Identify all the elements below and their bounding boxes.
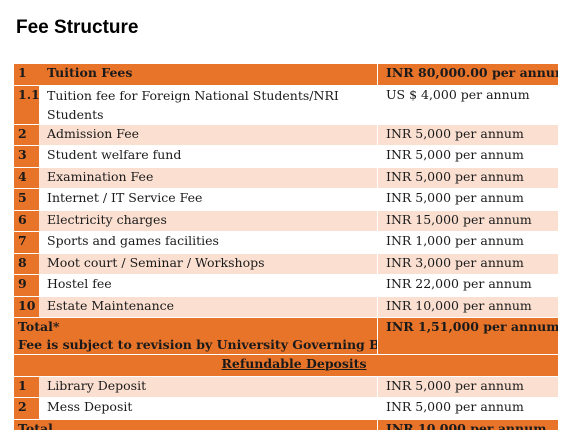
table-row: 1.1 Tuition fee for Foreign National Stu… [14,85,558,125]
fee-amount: INR 5,000 per annum [377,145,558,168]
fee-item: Sports and games facilities [39,231,378,254]
deposit-amount: INR 5,000 per annum [377,376,558,398]
fee-amount: INR 10,000 per annum [377,296,558,318]
table-row: 10 Estate Maintenance INR 10,000 per ann… [14,296,558,318]
fee-item: Examination Fee [39,167,378,189]
fee-amount: INR 1,000 per annum [377,231,558,254]
page-title: Fee Structure [16,17,139,38]
revision-note: Fee is subject to revision by University… [18,337,378,352]
row-number: 2 [14,124,39,146]
fee-table-container: 1 Tuition Fees INR 80,000.00 per annum 1… [14,64,558,430]
deposit-total-label: Total [14,419,378,430]
fee-item: Hostel fee [39,274,378,297]
table-row: 4 Examination Fee INR 5,000 per annum [14,167,558,189]
fee-amount: INR 80,000.00 per annum [377,64,558,86]
fee-amount: INR 5,000 per annum [377,188,558,211]
fee-item: Tuition fee for Foreign National Student… [39,85,378,125]
fee-amount: INR 5,000 per annum [377,167,558,189]
table-row: 7 Sports and games facilities INR 1,000 … [14,231,558,254]
row-number: 5 [14,188,39,211]
total-amount: INR 1,51,000 per annum [377,317,558,355]
fee-amount: INR 15,000 per annum [377,210,558,232]
fee-item: Tuition Fees [39,64,378,86]
fee-amount: INR 22,000 per annum [377,274,558,297]
fee-amount: US $ 4,000 per annum [377,85,558,125]
total-label: Total* [18,319,60,334]
fee-amount: INR 3,000 per annum [377,253,558,275]
table-row: 2 Admission Fee INR 5,000 per annum [14,124,558,146]
deposit-total-row: Total INR 10,000 per annum [14,419,558,430]
row-number: 1 [14,376,39,398]
refundable-heading-row: Refundable Deposits [14,354,558,377]
table-row: 1 Library Deposit INR 5,000 per annum [14,376,558,398]
table-row: 6 Electricity charges INR 15,000 per ann… [14,210,558,232]
row-number: 1 [14,64,39,86]
fee-structure-table: 1 Tuition Fees INR 80,000.00 per annum 1… [14,64,558,430]
row-number: 3 [14,145,39,168]
fee-item: Student welfare fund [39,145,378,168]
row-number: 2 [14,397,39,420]
table-row: 2 Mess Deposit INR 5,000 per annum [14,397,558,420]
row-number: 10 [14,296,39,318]
fee-item: Moot court / Seminar / Workshops [39,253,378,275]
row-number: 1.1 [14,85,39,125]
fee-item: Estate Maintenance [39,296,378,318]
row-number: 9 [14,274,39,297]
fee-amount: INR 5,000 per annum [377,124,558,146]
fee-item: Internet / IT Service Fee [39,188,378,211]
deposit-total-amount: INR 10,000 per annum [377,419,558,430]
fee-item: Electricity charges [39,210,378,232]
row-number: 7 [14,231,39,254]
row-number: 8 [14,253,39,275]
fee-item: Admission Fee [39,124,378,146]
total-row: Total* Fee is subject to revision by Uni… [14,317,558,355]
table-row: 9 Hostel fee INR 22,000 per annum [14,274,558,297]
deposit-item: Mess Deposit [39,397,378,420]
total-label-cell: Total* Fee is subject to revision by Uni… [14,317,378,355]
table-row: 8 Moot court / Seminar / Workshops INR 3… [14,253,558,275]
table-row: 3 Student welfare fund INR 5,000 per ann… [14,145,558,168]
table-row: 5 Internet / IT Service Fee INR 5,000 pe… [14,188,558,211]
table-row: 1 Tuition Fees INR 80,000.00 per annum [14,64,558,86]
refundable-heading: Refundable Deposits [14,354,558,377]
deposit-item: Library Deposit [39,376,378,398]
row-number: 4 [14,167,39,189]
row-number: 6 [14,210,39,232]
deposit-amount: INR 5,000 per annum [377,397,558,420]
